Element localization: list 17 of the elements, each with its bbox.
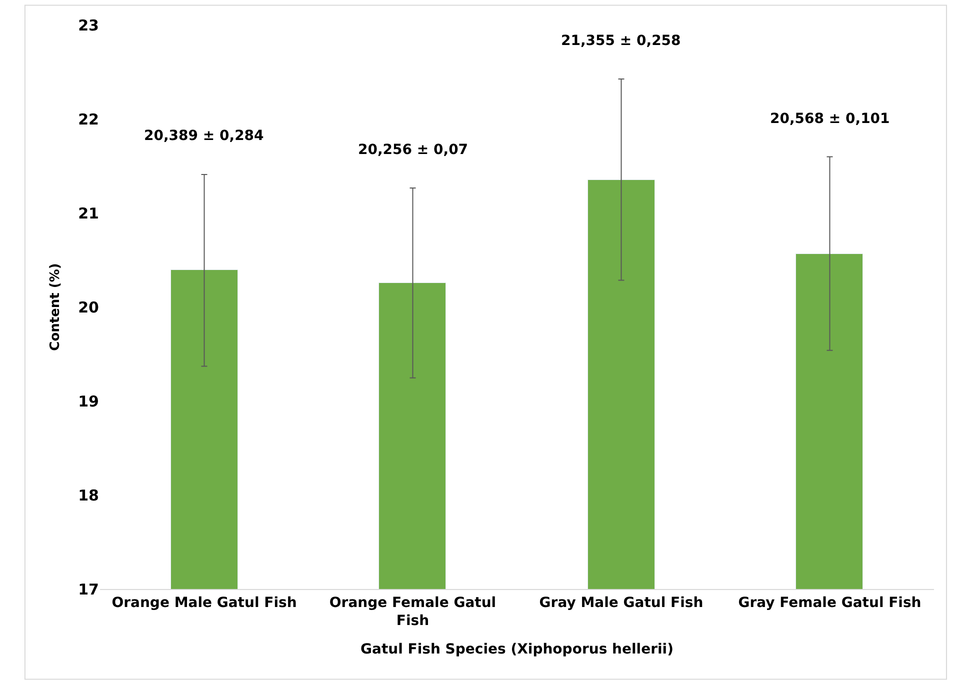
y-tick-label: 23 <box>78 16 99 34</box>
y-tick-label: 21 <box>78 204 99 222</box>
y-axis-title: Content (%) <box>48 263 64 351</box>
x-tick-label: Gray Female Gatul Fish <box>738 594 922 611</box>
x-axis-title: Gatul Fish Species (Xiphoporus hellerii) <box>360 641 674 658</box>
annotation: 20,256 ± 0,07 <box>358 142 468 158</box>
x-tick-label: Orange Female Gatul Fish <box>329 594 496 629</box>
y-tick-label: 20 <box>78 298 99 316</box>
x-tick-label: Gray Male Gatul Fish <box>539 594 704 611</box>
y-tick-label: 17 <box>78 580 99 598</box>
y-tick-label: 19 <box>78 392 99 410</box>
y-tick-label: 18 <box>78 486 99 504</box>
annotation: 21,355 ± 0,258 <box>561 33 681 49</box>
y-tick-label: 22 <box>78 110 99 128</box>
annotation: 20,389 ± 0,284 <box>144 128 264 144</box>
annotation: 20,568 ± 0,101 <box>770 111 890 127</box>
x-tick-label: Orange Male Gatul Fish <box>112 594 297 611</box>
